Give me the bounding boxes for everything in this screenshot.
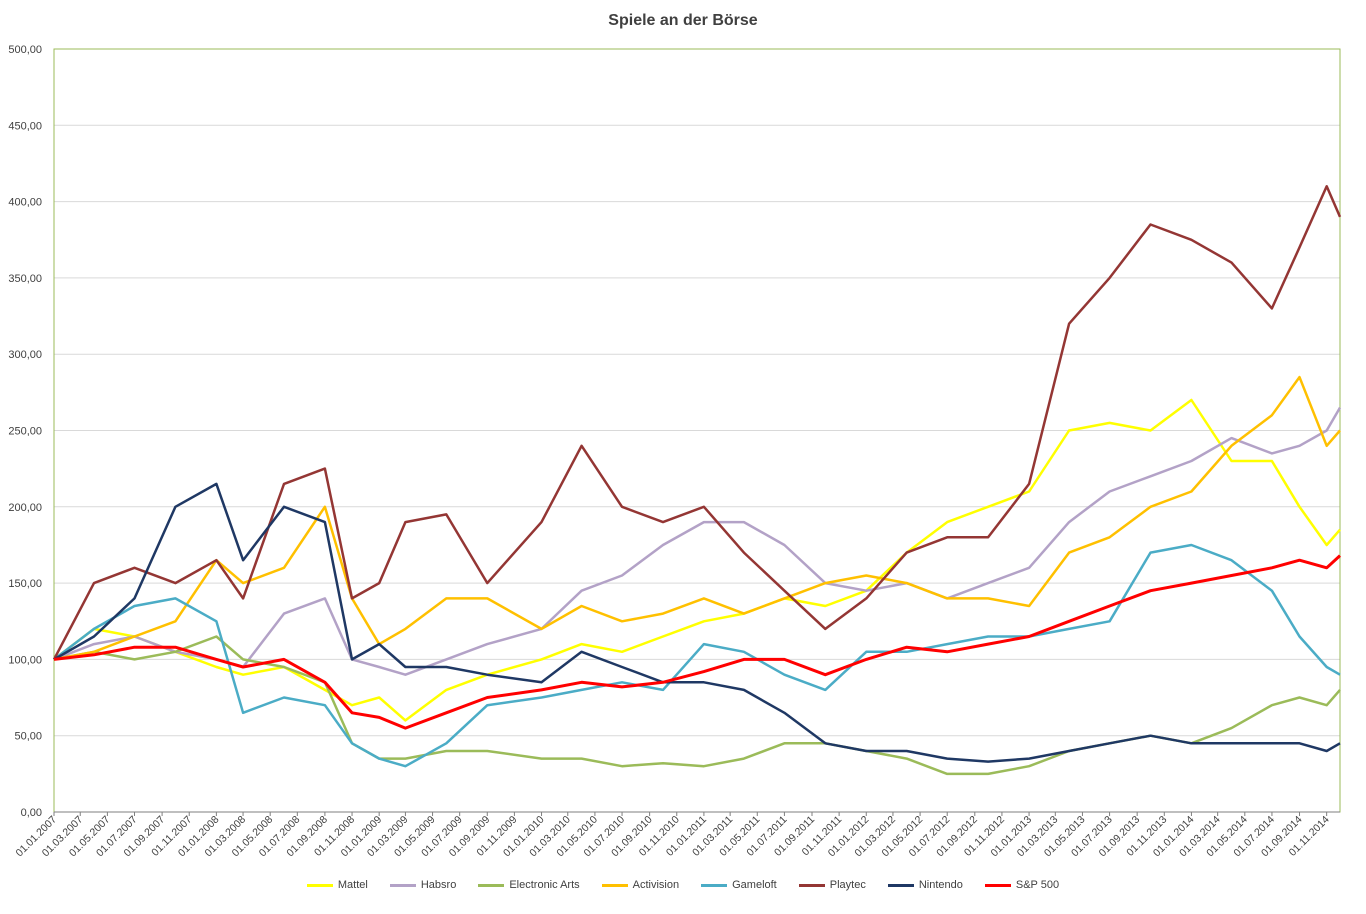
y-tick-label: 300,00 [8,349,42,361]
series-line-mattel [53,398,1341,722]
legend-item: Gameloft [701,879,777,891]
y-tick-label: 0,00 [21,807,42,819]
series-line-s-p-500 [53,554,1342,730]
y-tick-label: 250,00 [8,426,42,438]
chart-title: Spiele an der Börse [608,12,758,29]
legend-item: Habsro [389,879,457,891]
legend-swatch [798,883,825,887]
y-tick-label: 100,00 [8,654,42,666]
legend-swatch [701,883,728,887]
legend: Mattel Habsro Electronic Arts Activision Gam… [0,879,1366,891]
series-line-nintendo [53,482,1341,763]
legend-swatch [601,883,628,887]
legend-item: Nintendo [887,879,963,891]
y-tick-label: 200,00 [8,502,42,514]
legend-label: Habsro [420,879,457,891]
series-line-gameloft [53,543,1341,768]
legend-label: Electronic Arts [509,879,580,891]
legend-label: Mattel [337,879,368,891]
legend-swatch [478,883,505,887]
series-line-activision [53,375,1341,661]
legend-label: Nintendo [918,879,963,891]
legend-label: Activision [632,879,680,891]
y-tick-label: 150,00 [8,578,42,590]
legend-item: Electronic Arts [478,879,580,891]
legend-item: S&P 500 [984,879,1060,891]
legend-label: S&P 500 [1015,879,1060,891]
y-tick-label: 50,00 [14,731,42,743]
y-tick-label: 450,00 [8,120,42,132]
legend-label: Playtec [829,879,866,891]
series-line-habsro [53,406,1342,676]
series-line-playtec [52,185,1342,660]
series-line-electronic-arts [53,635,1341,776]
y-tick-label: 500,00 [8,44,42,56]
legend-item: Playtec [798,879,866,891]
legend-label: Gameloft [732,879,777,891]
y-tick-label: 350,00 [8,273,42,285]
legend-swatch [887,883,914,887]
y-tick-label: 400,00 [8,197,42,209]
legend-swatch [389,883,416,887]
legend-item: Mattel [306,879,368,891]
legend-swatch [984,883,1011,887]
legend-item: Activision [601,879,680,891]
legend-swatch [306,883,333,887]
